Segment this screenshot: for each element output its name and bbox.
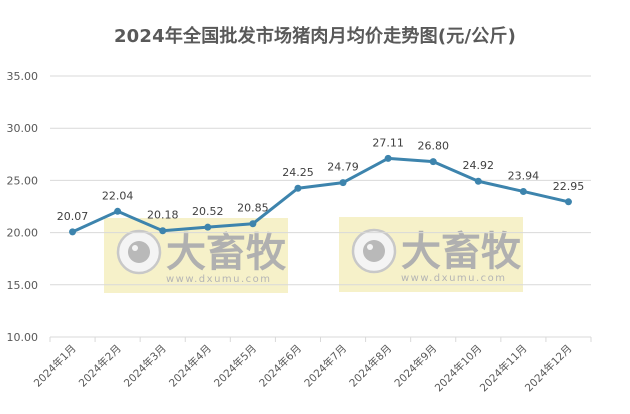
x-tick-label: 2024年6月 <box>256 342 304 390</box>
data-value-label: 23.94 <box>508 169 540 182</box>
x-tick-label: 2024年2月 <box>76 342 124 390</box>
x-tick-label: 2024年9月 <box>392 342 440 390</box>
x-tick-label: 2024年12月 <box>522 342 574 394</box>
chart-title: 2024年全国批发市场猪肉月均价走势图(元/公斤) <box>113 26 517 47</box>
data-point <box>159 227 167 235</box>
data-value-label: 26.80 <box>417 140 449 153</box>
x-tick-label: 2024年8月 <box>347 342 395 390</box>
watermark-url: www.dxumu.com <box>166 274 272 285</box>
x-axis: 2024年1月2024年2月2024年3月2024年4月2024年5月2024年… <box>31 337 592 394</box>
y-tick-label: 20.00 <box>7 227 39 240</box>
data-point <box>474 177 482 185</box>
data-point <box>429 158 437 166</box>
data-value-label: 20.52 <box>192 205 224 218</box>
data-point <box>519 187 527 195</box>
y-tick-label: 15.00 <box>7 279 39 292</box>
watermark-brand: 大畜牧 <box>166 230 287 276</box>
x-tick-label: 2024年1月 <box>31 342 79 390</box>
data-point <box>249 220 257 228</box>
data-value-label: 24.25 <box>282 166 314 179</box>
x-tick-label: 2024年7月 <box>301 342 349 390</box>
data-value-label: 22.04 <box>102 189 134 202</box>
data-point <box>384 154 392 162</box>
data-point <box>204 223 212 231</box>
x-tick-label: 2024年4月 <box>166 342 214 390</box>
data-point <box>339 179 347 187</box>
data-series <box>69 154 572 236</box>
y-tick-label: 25.00 <box>7 174 39 187</box>
data-value-label: 24.79 <box>327 161 359 174</box>
watermark-brand: 大畜牧 <box>401 229 522 275</box>
y-tick-label: 10.00 <box>7 331 39 344</box>
data-point <box>114 207 122 215</box>
y-tick-label: 35.00 <box>7 70 39 83</box>
x-tick-label: 2024年11月 <box>477 342 529 394</box>
y-axis: 10.00 15.00 20.00 25.00 30.00 35.00 <box>7 70 39 344</box>
data-value-label: 20.07 <box>57 210 89 223</box>
data-value-label: 24.92 <box>463 159 495 172</box>
data-point <box>69 228 77 236</box>
data-point <box>564 198 572 206</box>
x-tick-label: 2024年5月 <box>211 342 259 390</box>
price-line <box>71 156 569 234</box>
data-point <box>294 184 302 192</box>
data-value-label: 27.11 <box>372 136 404 149</box>
watermark-url: www.dxumu.com <box>401 273 507 284</box>
y-tick-label: 30.00 <box>7 122 39 135</box>
data-value-label: 20.18 <box>147 209 179 222</box>
gridlines <box>50 75 591 338</box>
data-labels: 20.07 22.04 20.18 20.52 20.85 24.25 24.79 27.11… <box>57 136 584 222</box>
data-value-label: 22.95 <box>553 180 585 193</box>
x-tick-label: 2024年3月 <box>121 342 169 390</box>
x-tick-label: 2024年10月 <box>432 342 484 394</box>
data-value-label: 20.85 <box>237 202 269 215</box>
